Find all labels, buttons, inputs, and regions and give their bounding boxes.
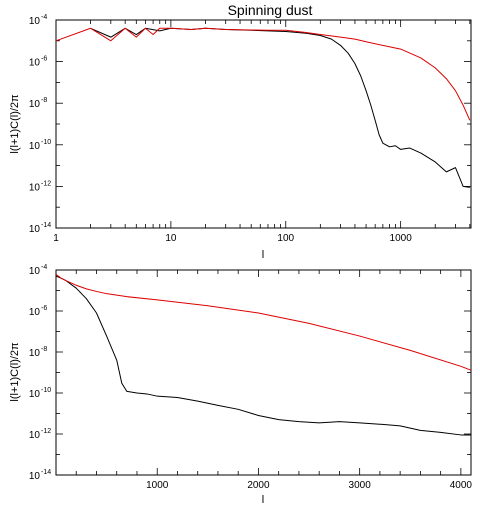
y-tick-label: 10 — [29, 141, 41, 152]
y-tick-label: 10 — [29, 307, 41, 318]
y-tick-exponent: -12 — [41, 428, 51, 435]
series-black-line — [90, 27, 470, 188]
y-tick-label: 10 — [29, 430, 41, 441]
x-tick-label: 3000 — [349, 480, 372, 491]
x-tick-label: 1 — [53, 233, 59, 244]
x-tick-label: 10 — [165, 233, 177, 244]
y-tick-exponent: -4 — [41, 14, 47, 21]
y-tick-exponent: -6 — [41, 56, 47, 63]
y-tick-exponent: -14 — [41, 222, 51, 229]
plot-bottom-series — [55, 274, 472, 436]
plot-top-ticks — [55, 19, 471, 229]
y-tick-label: 10 — [29, 266, 41, 277]
y-tick-exponent: -14 — [41, 469, 51, 476]
y-tick-exponent: -10 — [41, 387, 51, 394]
plot-bottom-xlabel: l — [262, 494, 264, 506]
y-tick-exponent: -6 — [41, 305, 47, 312]
y-tick-label: 10 — [29, 389, 41, 400]
y-tick-label: 10 — [29, 348, 41, 359]
series-red-line — [55, 27, 471, 121]
y-tick-exponent: -8 — [41, 97, 47, 104]
x-tick-label: 100 — [277, 233, 294, 244]
x-tick-label: 1000 — [146, 480, 169, 491]
x-tick-label: 1000 — [390, 233, 413, 244]
y-tick-exponent: -10 — [41, 139, 51, 146]
x-tick-label: 2000 — [247, 480, 270, 491]
plot-bottom-ticks — [56, 269, 471, 476]
plot-top-ylabel: l(l+1)C(l)/2π — [9, 94, 21, 154]
y-tick-label: 10 — [29, 471, 41, 482]
series-red-line — [55, 274, 472, 371]
x-tick-label: 4000 — [450, 480, 473, 491]
y-tick-label: 10 — [29, 99, 41, 110]
y-tick-label: 10 — [29, 58, 41, 69]
plot-top-xlabel: l — [262, 249, 264, 261]
plot-bottom-ylabel: l(l+1)C(l)/2π — [9, 342, 21, 402]
y-tick-label: 10 — [29, 16, 41, 27]
y-tick-label: 10 — [29, 224, 41, 235]
y-tick-exponent: -12 — [41, 180, 51, 187]
y-tick-exponent: -8 — [41, 346, 47, 353]
plot-top-frame — [55, 19, 472, 229]
plot-bottom-frame — [55, 269, 472, 476]
figure-title: Spinning dust — [228, 2, 313, 18]
series-black-line — [56, 275, 471, 436]
y-tick-label: 10 — [29, 182, 41, 193]
y-tick-exponent: -4 — [41, 264, 47, 271]
plot-top-series — [55, 27, 471, 188]
